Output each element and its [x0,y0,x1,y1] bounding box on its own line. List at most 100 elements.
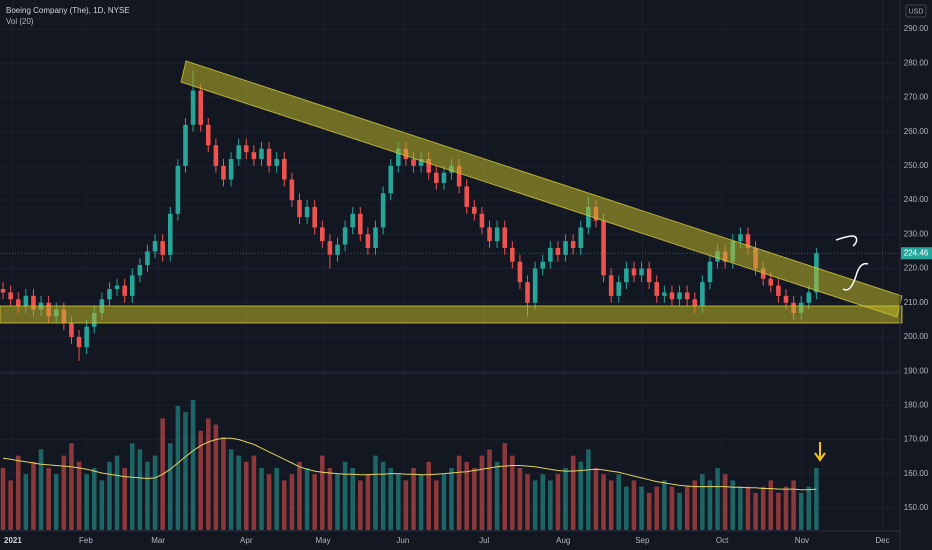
candle-body [312,206,317,228]
candle-body [525,282,530,303]
volume-bar [69,443,74,530]
volume-bar [570,455,576,530]
candle-body [297,200,302,218]
volume-bar [646,492,652,530]
candle-body [304,206,310,218]
volume-ma-line [2,437,817,491]
volume-bar [722,474,728,530]
volume-bar [532,480,538,530]
volume-label: Vol (20) [6,17,34,26]
candle-body [707,261,713,283]
candle-body [464,186,470,207]
volume-bar [403,480,409,530]
candle-body [205,124,211,146]
candle-body [434,172,439,183]
volume-bar [510,455,515,530]
y-tick-label: 280.00 [904,58,929,67]
candle-body [426,159,431,173]
volume-bar [282,480,287,530]
candle-body [411,159,416,166]
candle-body [380,193,386,228]
candle-body [335,244,340,255]
candle-body [122,285,127,296]
candle-body [350,213,355,228]
candle-body [259,148,264,160]
candle-body [441,172,447,183]
volume-bar [684,486,690,530]
volume-bar [479,455,485,530]
candle-body [23,295,29,307]
y-tick-label: 220.00 [904,264,929,273]
volume-bar [426,461,431,530]
volume-bar [145,461,150,530]
volume-bar [122,468,127,530]
volume-bar [221,437,226,530]
volume-bar [563,468,568,530]
candle-body [745,234,751,248]
candle-body [0,289,6,293]
volume-bar [228,449,234,530]
candle-body [327,241,333,255]
volume-bar [449,468,454,530]
candle-body [373,227,378,248]
volume-bar [76,461,82,530]
volume-bar [814,468,819,530]
candle-body [418,159,424,166]
volume-bar [760,486,766,530]
volume-pane [0,399,819,530]
volume-bar [266,474,272,530]
volume-bar [53,474,59,530]
candle-body [517,261,523,283]
volume-bar [175,406,181,530]
volume-bar [525,474,530,530]
candle-body [145,251,150,266]
candle-body [198,90,203,125]
candle-body [456,165,462,187]
volume-bar [707,480,713,530]
candle-body [783,295,789,303]
x-tick-label: Oct [716,536,729,545]
candle-body [213,145,219,166]
last-price-label: 224.46 [904,248,929,257]
x-tick-label: Feb [79,536,93,545]
volume-bar [730,480,736,530]
volume-bar [586,449,591,530]
x-tick-label: Dec [875,536,889,545]
volume-bar [152,455,158,530]
candle-body [472,206,477,214]
volume-bar [15,455,21,530]
candle-body [479,213,485,228]
volume-bar [0,468,6,530]
candle-body [563,241,568,255]
chart-title: Boeing Company (The), 1D, NYSE [6,6,130,15]
y-tick-label: 180.00 [904,400,929,409]
y-tick-label: 210.00 [904,298,929,307]
candle-body [107,289,112,300]
candle-body [654,282,660,296]
volume-bar [335,474,340,530]
candle-body [700,282,705,307]
volume-bar [776,492,781,530]
volume-bar [91,468,97,530]
volume-bar [631,480,637,530]
volume-bar [289,474,295,530]
volume-bar [517,468,523,530]
candle-body [532,268,538,303]
volume-bar [205,418,211,530]
volume-bar [99,480,105,530]
volume-bar [464,461,470,530]
candle-body [631,268,637,276]
volume-bar [274,468,279,530]
highlight-arrow [814,442,826,462]
candle-body [358,213,363,235]
volume-bar [418,474,424,530]
candle-body [114,285,120,290]
x-tick-label: Nov [795,536,809,545]
volume-bar [616,474,622,530]
candle-body [289,179,295,201]
last-price-box [901,247,932,260]
volume-bar [593,468,599,530]
y-tick-label: 290.00 [904,24,929,33]
volume-bar [494,461,500,530]
candle-body [684,292,690,300]
